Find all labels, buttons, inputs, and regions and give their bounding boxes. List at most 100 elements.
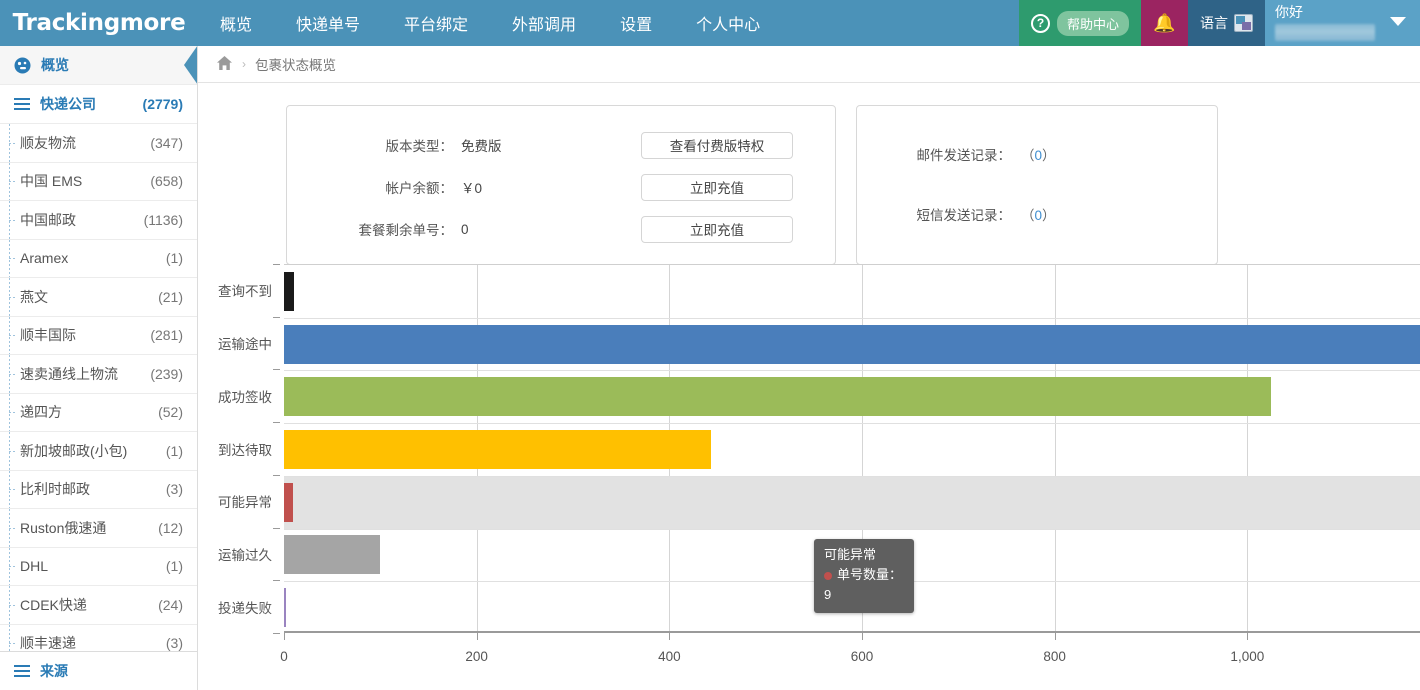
sidebar-carrier-item[interactable]: Aramex (1)	[0, 239, 197, 278]
chart-x-tick	[862, 633, 863, 640]
nav-item-external-api[interactable]: 外部调用	[512, 17, 577, 34]
bell-icon: 🔔	[1153, 12, 1176, 33]
chart-bar[interactable]	[284, 377, 1272, 417]
chart-x-label: 400	[658, 649, 681, 664]
carrier-count: (1)	[165, 558, 183, 575]
sidebar-item-source[interactable]: 来源	[0, 651, 197, 690]
nav-item-overview[interactable]: 概览	[220, 17, 253, 34]
chart-x-tick	[669, 633, 671, 640]
home-icon[interactable]	[216, 55, 233, 74]
sms-records-value[interactable]: （0）	[1021, 204, 1056, 224]
email-count-suffix: ）	[1042, 148, 1056, 163]
question-mark-icon: ?	[1030, 13, 1050, 33]
sidebar-item-carriers[interactable]: 快递公司 (2779)	[0, 85, 197, 124]
tree-branch	[9, 527, 16, 529]
sidebar-carrier-item[interactable]: 速卖通线上物流 (239)	[0, 355, 197, 394]
sms-count-suffix: ）	[1042, 208, 1056, 223]
tree-branch	[9, 412, 16, 414]
sidebar-carrier-item[interactable]: 顺友物流 (347)	[0, 124, 197, 163]
chart-bar[interactable]	[284, 588, 286, 628]
chart-y-tick	[273, 422, 280, 424]
chart-bar[interactable]	[284, 324, 1420, 364]
sidebar-carrier-item[interactable]: CDEK快递 (24)	[0, 586, 197, 625]
brand-logo[interactable]: Trackingmore	[12, 10, 186, 36]
carrier-name: 中国 EMS	[20, 173, 83, 190]
chart-bar[interactable]	[284, 271, 294, 311]
sidebar-carrier-item[interactable]: DHL (1)	[0, 547, 197, 586]
nav-item-platform-binding[interactable]: 平台绑定	[404, 17, 469, 34]
chart-bar[interactable]	[284, 535, 381, 575]
tree-branch	[9, 219, 16, 221]
recharge-quota-button[interactable]: 立即充值	[641, 215, 793, 243]
sidebar-carrier-item[interactable]: 新加坡邮政(小包) (1)	[0, 432, 197, 471]
version-type-label: 版本类型：	[385, 139, 454, 154]
chart-x-tick	[1054, 633, 1056, 640]
chart-gridline	[1247, 265, 1249, 633]
carrier-name: 递四方	[20, 404, 62, 421]
sidebar-carrier-item[interactable]: 燕文 (21)	[0, 278, 197, 317]
chart-row-band[interactable]	[284, 475, 1420, 529]
sidebar-carrier-item[interactable]: Ruston俄速通 (12)	[0, 509, 197, 548]
nav-item-user-center[interactable]: 个人中心	[696, 17, 761, 34]
user-email-masked	[1275, 23, 1375, 41]
remaining-quota-value: 0	[461, 221, 469, 237]
carrier-name: Ruston俄速通	[20, 519, 107, 536]
nav-item-tracking-number[interactable]: 快递单号	[296, 17, 361, 34]
tree-branch	[9, 566, 16, 568]
sidebar-carrier-item[interactable]: 递四方 (52)	[0, 393, 197, 432]
chart-x-label: 200	[465, 649, 488, 664]
version-type-value: 免费版	[461, 139, 502, 154]
carrier-name: Aramex	[20, 250, 69, 267]
email-count: 0	[1034, 148, 1043, 163]
summary-cards: 版本类型： 免费版 查看付费版特权 帐户余额： ￥0 立即充值 套餐剩余单号： …	[198, 83, 1420, 265]
notifications-button[interactable]: 🔔	[1141, 0, 1188, 46]
email-records-value[interactable]: （0）	[1021, 144, 1056, 164]
package-status-chart: 查询不到 运输途中 成功签收 到达待取 可能异常 运输过久 投递失败 0 200 400 600 8…	[218, 264, 1420, 684]
tree-branch	[9, 373, 16, 375]
breadcrumb-current: 包裹状态概览	[255, 58, 336, 73]
sidebar-carrier-item[interactable]: 顺丰国际 (281)	[0, 316, 197, 355]
chart-y-tick	[273, 580, 280, 582]
user-account-menu[interactable]: 你好	[1265, 0, 1420, 46]
chart-y-tick	[273, 474, 280, 476]
chart-y-label: 运输途中	[218, 337, 272, 353]
sidebar-carriers-label: 快递公司	[40, 96, 96, 112]
active-pointer-arrow	[184, 46, 197, 85]
sidebar-carrier-item[interactable]: 中国邮政 (1136)	[0, 201, 197, 240]
sidebar-overview-label: 概览	[41, 57, 69, 73]
chart-bar[interactable]	[284, 482, 293, 522]
carrier-count: (52)	[158, 404, 183, 421]
sidebar-carrier-item[interactable]: 比利时邮政 (3)	[0, 470, 197, 509]
sidebar-item-overview[interactable]: 概览	[0, 46, 197, 85]
chart-row-band[interactable]	[284, 581, 1420, 634]
chart-x-tick	[1247, 633, 1249, 640]
nav-item-settings[interactable]: 设置	[620, 17, 653, 34]
tree-branch	[9, 296, 16, 298]
chart-y-tick	[273, 527, 280, 529]
sms-records-row: 短信发送记录： （0）	[881, 184, 1193, 244]
email-records-label: 邮件发送记录：	[916, 148, 1012, 163]
chart-row-band[interactable]	[284, 529, 1420, 582]
chart-x-tick	[476, 633, 478, 640]
sidebar-carrier-item[interactable]: 中国 EMS (658)	[0, 162, 197, 201]
chart-row-separator	[284, 581, 1420, 583]
chart-x-label: 800	[1043, 649, 1066, 664]
carrier-count: (1136)	[143, 211, 183, 228]
account-balance-label: 帐户余额：	[385, 181, 454, 196]
email-count-prefix: （	[1021, 148, 1035, 163]
chart-gridline	[862, 265, 863, 633]
tree-branch	[9, 643, 16, 645]
language-switcher[interactable]: 语言	[1188, 0, 1265, 46]
view-paid-benefits-button[interactable]: 查看付费版特权	[641, 131, 793, 159]
chart-bar[interactable]	[284, 429, 711, 469]
translate-icon	[1234, 14, 1253, 32]
chart-row-band[interactable]	[284, 265, 1420, 318]
carrier-name: 中国邮政	[20, 211, 76, 228]
tree-branch	[9, 450, 16, 452]
user-greeting: 你好	[1275, 4, 1303, 21]
help-center-button[interactable]: ? 帮助中心	[1018, 0, 1141, 46]
recharge-balance-button[interactable]: 立即充值	[641, 173, 793, 201]
chart-y-tick	[273, 369, 280, 371]
chart-row-separator	[284, 528, 1420, 530]
carrier-count: (21)	[158, 288, 183, 305]
